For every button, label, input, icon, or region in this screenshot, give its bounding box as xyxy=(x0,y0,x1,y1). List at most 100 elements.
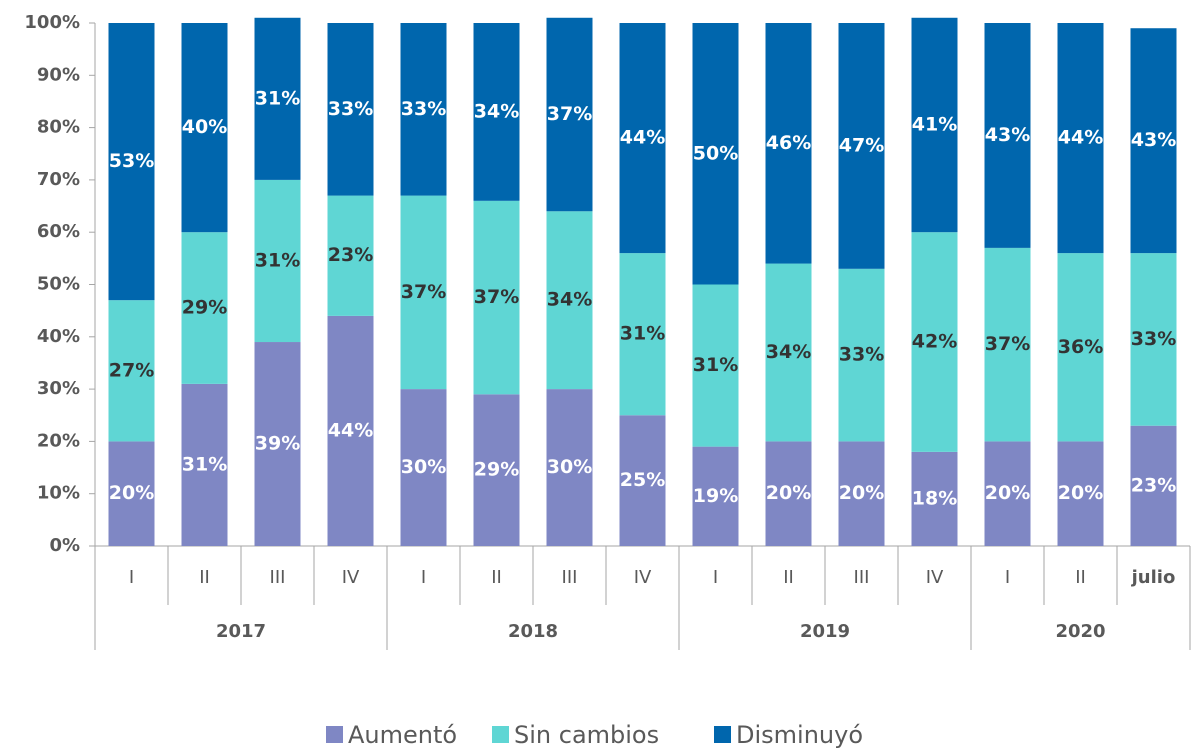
bar-segment xyxy=(108,300,155,442)
data-label: 46% xyxy=(766,132,811,154)
bar-segment xyxy=(692,23,739,285)
x-tick-label: IV xyxy=(342,567,360,588)
data-label: 20% xyxy=(839,482,884,504)
data-label: 31% xyxy=(255,249,300,271)
data-label: 44% xyxy=(328,419,373,441)
data-label: 37% xyxy=(547,103,592,125)
bar-segment xyxy=(1057,253,1104,442)
data-label: 43% xyxy=(1131,129,1176,151)
y-tick-label: 80% xyxy=(37,117,80,138)
legend-label: Aumentó xyxy=(348,721,457,749)
bar-segment xyxy=(1057,23,1104,254)
bar-segment xyxy=(327,315,374,546)
data-label: 37% xyxy=(985,333,1030,355)
data-label: 47% xyxy=(839,134,884,156)
bar-segment xyxy=(984,441,1031,546)
bar-segment xyxy=(254,17,301,180)
x-tick-label: IV xyxy=(926,567,944,588)
data-label: 29% xyxy=(182,297,227,319)
y-tick-label: 60% xyxy=(37,221,80,242)
data-label: 20% xyxy=(109,482,154,504)
data-label: 25% xyxy=(620,469,665,491)
bar-segment xyxy=(619,23,666,254)
data-label: 31% xyxy=(693,354,738,376)
data-label: 50% xyxy=(693,142,738,164)
legend-swatch xyxy=(714,726,731,743)
bar-segment xyxy=(473,394,520,546)
data-label: 31% xyxy=(255,87,300,109)
x-tick-label: IV xyxy=(634,567,652,588)
y-tick-label: 0% xyxy=(49,535,80,556)
bar-segment xyxy=(692,284,739,447)
data-label: 33% xyxy=(1131,328,1176,350)
bar-segment xyxy=(181,23,228,233)
x-tick-label: II xyxy=(1075,567,1086,588)
y-tick-label: 20% xyxy=(37,430,80,451)
bar-segment xyxy=(619,415,666,546)
y-tick-label: 70% xyxy=(37,169,80,190)
group-label: 2018 xyxy=(508,621,558,642)
bar-segment xyxy=(400,389,447,546)
data-label: 40% xyxy=(182,116,227,138)
bar-segment xyxy=(546,211,593,390)
x-tick-label: III xyxy=(854,567,870,588)
legend-label: Disminuyó xyxy=(736,721,863,749)
data-label: 23% xyxy=(328,244,373,266)
bar-segment xyxy=(619,253,666,416)
data-label: 20% xyxy=(985,482,1030,504)
data-label: 18% xyxy=(912,487,957,509)
data-label: 20% xyxy=(1058,482,1103,504)
bar-segment xyxy=(1130,28,1177,254)
legend-swatch xyxy=(492,726,509,743)
bar-segment xyxy=(1057,441,1104,546)
bar-segment xyxy=(400,23,447,196)
bar-segment xyxy=(108,23,155,301)
y-tick-label: 30% xyxy=(37,378,80,399)
data-label: 36% xyxy=(1058,336,1103,358)
x-tick-label: II xyxy=(199,567,210,588)
y-tick-label: 50% xyxy=(37,274,80,295)
legend-swatch xyxy=(326,726,343,743)
x-tick-label: I xyxy=(1005,567,1010,588)
x-tick-label: I xyxy=(129,567,134,588)
data-label: 37% xyxy=(474,286,519,308)
x-tick-label: II xyxy=(491,567,502,588)
data-label: 42% xyxy=(912,331,957,353)
bar-segment xyxy=(838,23,885,269)
bar-segment xyxy=(473,23,520,201)
bar-segment xyxy=(1130,253,1177,426)
bar-segment xyxy=(327,195,374,316)
data-label: 43% xyxy=(985,124,1030,146)
data-label: 44% xyxy=(620,127,665,149)
data-label: 31% xyxy=(620,323,665,345)
data-label: 34% xyxy=(474,100,519,122)
legend-label: Sin cambios xyxy=(514,721,659,749)
y-tick-label: 90% xyxy=(37,64,80,85)
data-label: 53% xyxy=(109,150,154,172)
data-label: 31% xyxy=(182,453,227,475)
bar-segment xyxy=(108,441,155,546)
x-tick-label: julio xyxy=(1131,567,1176,588)
bar-segment xyxy=(254,342,301,546)
data-label: 19% xyxy=(693,485,738,507)
bar-segment xyxy=(254,179,301,343)
bar-segment xyxy=(327,23,374,196)
x-tick-label: III xyxy=(270,567,286,588)
bar-segment xyxy=(546,17,593,212)
bar-segment xyxy=(473,200,520,395)
bar-segment xyxy=(838,441,885,546)
bar-segment xyxy=(765,263,812,442)
data-label: 34% xyxy=(547,289,592,311)
group-label: 2019 xyxy=(800,621,850,642)
x-tick-label: I xyxy=(713,567,718,588)
data-label: 33% xyxy=(328,98,373,120)
data-label: 30% xyxy=(547,456,592,478)
group-label: 2020 xyxy=(1055,621,1105,642)
data-label: 44% xyxy=(1058,127,1103,149)
bar-segment xyxy=(911,232,958,452)
data-label: 29% xyxy=(474,459,519,481)
bar-segment xyxy=(911,451,958,546)
x-tick-label: II xyxy=(783,567,794,588)
bar-segment xyxy=(765,441,812,546)
